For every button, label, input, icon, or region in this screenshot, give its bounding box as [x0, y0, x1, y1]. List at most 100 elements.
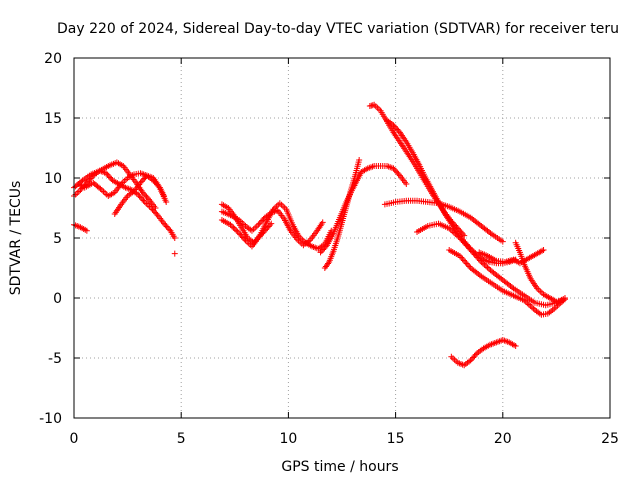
arc13-point — [499, 238, 506, 245]
arc2-point — [143, 193, 150, 200]
arc18-point — [470, 354, 477, 361]
arc9-point — [321, 245, 328, 252]
arc7-point — [257, 218, 264, 225]
arc9-point — [394, 169, 401, 176]
isolated-point — [171, 250, 178, 257]
arc8-point — [238, 233, 245, 240]
arc8-point — [239, 234, 246, 241]
grid-lines — [74, 58, 610, 418]
data-points — [71, 101, 568, 369]
chart-title: Day 220 of 2024, Sidereal Day-to-day VTE… — [57, 21, 619, 37]
arc2-point — [152, 205, 159, 211]
arc9-point — [391, 166, 398, 173]
arc1-point — [104, 171, 111, 178]
arc1-point — [107, 174, 114, 181]
arc1-point — [105, 173, 112, 180]
arc8-point — [261, 227, 268, 234]
arc10-point — [356, 157, 363, 163]
arc1-point — [163, 223, 170, 230]
arc12-point — [394, 126, 401, 133]
arc4-point — [141, 175, 148, 182]
y-tick-label: 0 — [53, 291, 62, 307]
plot-frame — [73, 57, 611, 419]
x-tick-label: 5 — [177, 431, 186, 447]
y-tick-label: 10 — [44, 171, 62, 187]
arc4-point — [163, 199, 170, 205]
arc4-point — [138, 178, 145, 185]
arc9-point — [393, 168, 400, 175]
arc8-point — [268, 220, 275, 227]
arc8-point — [228, 223, 235, 230]
arc9-point — [390, 165, 397, 172]
arc1-point — [153, 210, 160, 217]
arc2-point — [139, 189, 146, 196]
arc8-point — [259, 230, 266, 237]
arc1-point — [162, 222, 169, 229]
arc3-point — [97, 185, 104, 192]
arc7-point — [260, 216, 267, 223]
x-tick-label: 25 — [601, 431, 619, 447]
arc16-point — [540, 247, 547, 253]
arc7-point — [259, 217, 266, 224]
x-axis-label: GPS time / hours — [281, 459, 398, 475]
arc7-point — [256, 220, 263, 227]
arc18-point — [472, 351, 479, 358]
arc12-point — [391, 123, 398, 130]
arc8-point — [234, 228, 241, 235]
arc17-point — [559, 297, 566, 304]
arc7-point — [319, 219, 326, 226]
arc9-point — [317, 249, 324, 256]
arc9-point — [320, 246, 327, 253]
arc8-point — [266, 222, 273, 229]
arc9-point — [322, 243, 329, 250]
arc7-point — [255, 221, 262, 228]
arc1-point — [140, 197, 147, 204]
arc2-point — [142, 192, 149, 199]
x-tick-label: 0 — [70, 431, 79, 447]
arc8-point — [231, 226, 238, 232]
y-tick-label: 15 — [44, 111, 62, 127]
arc16-point — [539, 247, 546, 254]
y-axis-label: SDTVAR / TECUs — [8, 181, 24, 296]
arc18-point — [467, 357, 474, 364]
arc8-point — [255, 235, 262, 241]
arc8-point — [263, 226, 270, 233]
y-tick-label: 20 — [44, 51, 62, 67]
arc8-point — [264, 224, 271, 231]
arc1-point — [171, 235, 178, 241]
arc1-point — [137, 194, 144, 201]
arc9-point — [403, 181, 410, 187]
arc8-point — [227, 221, 234, 228]
arc1-point — [77, 187, 84, 193]
x-tick-label: 15 — [387, 431, 405, 447]
arc18-point — [512, 343, 519, 349]
x-tick-label: 20 — [494, 431, 512, 447]
arc4-point — [137, 179, 144, 186]
arc12-point — [390, 122, 397, 129]
arc1-point — [103, 170, 110, 177]
arc8-point — [236, 230, 243, 237]
arc2-point — [140, 190, 147, 197]
arc4-point — [140, 176, 147, 183]
arc1-point — [161, 220, 168, 227]
arc8-point — [233, 227, 240, 234]
y-tick-label: 5 — [53, 231, 62, 247]
arc2-point — [144, 195, 151, 202]
arc8-point — [256, 233, 263, 240]
arc18-point — [468, 355, 475, 362]
arc8-point — [241, 235, 248, 242]
arc1-point — [139, 196, 146, 203]
arc1-point — [164, 224, 171, 231]
arc1-point — [136, 193, 143, 200]
arc8-point — [265, 223, 272, 230]
arc12-point — [393, 125, 400, 132]
arc5-point — [83, 227, 90, 234]
arc12-point — [395, 127, 402, 134]
arc11-point — [461, 232, 468, 239]
arc1-point — [135, 191, 142, 198]
arc9-point — [395, 171, 402, 178]
arc8-point — [257, 232, 264, 239]
x-tick-label: 10 — [279, 431, 297, 447]
